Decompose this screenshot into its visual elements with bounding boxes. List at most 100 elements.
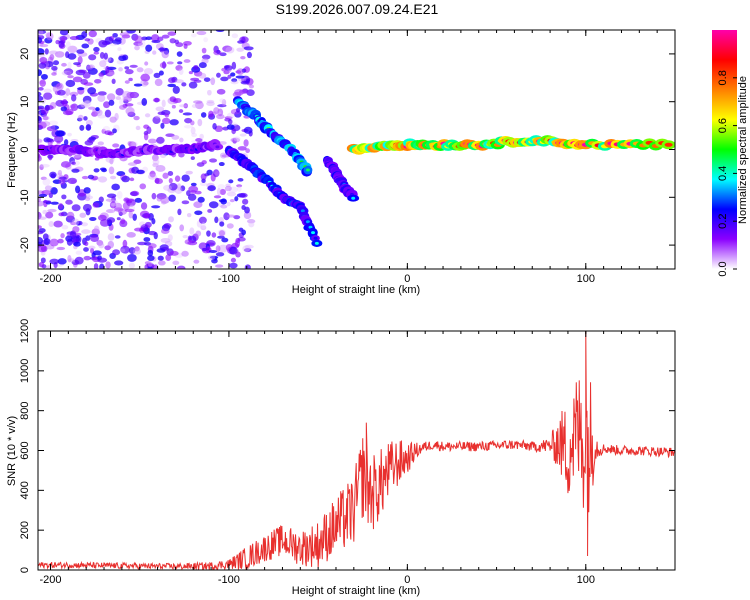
spectrogram-noise-cell — [98, 72, 105, 77]
spectrogram-noise-cell — [66, 211, 75, 220]
spectrogram-noise-cell — [77, 114, 84, 122]
spectrogram-noise-cell — [97, 94, 106, 102]
spectrogram-noise-cell — [236, 107, 241, 113]
spectrogram-noise-cell — [102, 125, 111, 132]
spectrogram-noise-cell — [87, 87, 97, 95]
spectrogram-noise-cell — [85, 195, 94, 200]
spectrogram-noise-cell — [69, 104, 76, 109]
spectrogram-noise-cell — [39, 79, 47, 87]
spectrogram-noise-cell — [62, 110, 73, 116]
spectrogram-noise-cell — [148, 243, 157, 249]
snr-x-tick-label: 0 — [404, 574, 410, 586]
spectrogram-noise-cell — [151, 218, 156, 225]
spectrogram-noise-cell — [221, 237, 229, 243]
spectrogram-noise-cell — [163, 223, 172, 229]
spectrogram-noise-cell — [219, 188, 226, 195]
spectrogram-noise-cell — [121, 175, 130, 183]
spectrogram-noise-cell — [151, 205, 161, 209]
spectrogram-noise-cell — [163, 184, 172, 191]
spectrogram-noise-cell — [38, 200, 45, 207]
spectrogram-noise-cell — [112, 32, 118, 38]
spectrogram-noise-cell — [203, 37, 209, 43]
snr-frame — [37, 330, 676, 571]
spectrogram-noise-cell — [175, 42, 184, 48]
spectrogram-noise-cell — [197, 118, 203, 127]
spectrogram-noise-cell — [82, 71, 91, 79]
spectrogram-noise-cell — [108, 166, 115, 175]
snr-y-tick-label: 800 — [19, 401, 31, 419]
spectrogram-noise-cell — [226, 201, 231, 207]
spectrogram-noise-cell — [77, 104, 86, 110]
spectrogram-noise-cell — [92, 250, 102, 256]
spectrogram-noise-cell — [84, 140, 94, 146]
spectrogram-noise-cell — [38, 37, 43, 44]
snr-marks — [38, 331, 675, 570]
spectrogram-noise-cell — [188, 71, 194, 75]
spectrogram-core-diagonal-a — [314, 241, 319, 245]
spectrogram-noise-cell — [82, 95, 92, 104]
spectrogram-noise-cell — [83, 116, 88, 121]
spectrogram-noise-cell — [109, 158, 114, 165]
spectrogram-noise-cell — [243, 46, 254, 51]
spectrogram-noise-cell — [162, 172, 169, 179]
spectrogram-noise-cell — [119, 104, 127, 110]
spectrogram-noise-cell — [213, 107, 220, 114]
spectrogram-noise-cell — [70, 221, 77, 226]
spectrogram-noise-cell — [49, 171, 57, 178]
spectrogram-noise-cell — [56, 246, 66, 251]
spectrogram-noise-cell — [236, 68, 244, 75]
spectrogram-noise-cell — [206, 99, 215, 104]
spectrogram-noise-cell — [139, 183, 147, 190]
spectrogram-noise-cell — [38, 69, 42, 77]
spectrogram-noise-cell — [215, 30, 225, 33]
spectrogram-noise-cell — [165, 133, 175, 138]
spectrogram-noise-cell — [153, 72, 161, 79]
spectrogram-noise-cell — [55, 83, 63, 89]
spectrogram-noise-cell — [125, 107, 135, 116]
spectrogram-noise-cell — [42, 178, 51, 186]
spectrogram-noise-cell — [54, 134, 64, 143]
spectrogram-noise-cell — [82, 203, 92, 212]
spectrogram-noise-cell — [83, 103, 89, 107]
spectrogram-noise-cell — [58, 202, 64, 210]
spectrogram-noise-cell — [225, 46, 235, 54]
spectrogram-noise-cell — [176, 51, 183, 57]
spectrogram-noise-cell — [60, 233, 65, 239]
spectrogram-noise-cell — [85, 124, 92, 131]
spectrogram-noise-cell — [126, 232, 136, 238]
spectrogram-x-tick-label: 0 — [404, 273, 410, 285]
spectrogram-noise-cell — [167, 31, 177, 36]
spectrogram-noise-cell — [160, 122, 165, 129]
spectrogram-noise-cell — [55, 130, 65, 137]
spectrogram-noise-cell — [40, 73, 48, 80]
spectrogram-noise-cell — [133, 159, 142, 164]
colorbar-tick-label: 0.8 — [717, 70, 729, 85]
spectrogram-noise-cell — [156, 136, 165, 144]
spectrogram-core-diagonal-a — [311, 231, 316, 235]
spectrogram-noise-cell — [201, 222, 206, 229]
spectrogram-noise-cell — [158, 47, 168, 51]
spectrogram-noise-cell — [148, 138, 157, 144]
spectrogram-noise-cell — [223, 65, 230, 69]
spectrogram-noise-cell — [231, 78, 238, 83]
spectrogram-noise-cell — [228, 186, 238, 193]
spectrogram-noise-cell — [51, 65, 58, 71]
spectrogram-noise-cell — [233, 136, 241, 142]
spectrogram-noise-cell — [122, 90, 132, 99]
spectrogram-noise-cell — [230, 72, 236, 77]
spectrogram-noise-cell — [65, 88, 71, 96]
spectrogram-noise-cell — [182, 235, 189, 239]
spectrogram-noise-cell — [249, 84, 255, 89]
spectrogram-noise-cell — [136, 169, 145, 174]
spectrogram-noise-cell — [140, 73, 151, 82]
spectrogram-noise-cell — [106, 217, 116, 224]
spectrogram-noise-cell — [87, 67, 98, 75]
spectrogram-noise-cell — [81, 229, 91, 234]
spectrogram-frame — [37, 29, 676, 270]
spectrogram-noise-cell — [115, 96, 121, 101]
spectrogram-noise-cell — [111, 196, 116, 203]
spectrogram-noise-cell — [174, 79, 184, 84]
spectrogram-noise-cell — [115, 88, 124, 96]
spectrogram-noise-cell — [93, 46, 100, 52]
spectrogram-noise-cell — [226, 223, 234, 229]
